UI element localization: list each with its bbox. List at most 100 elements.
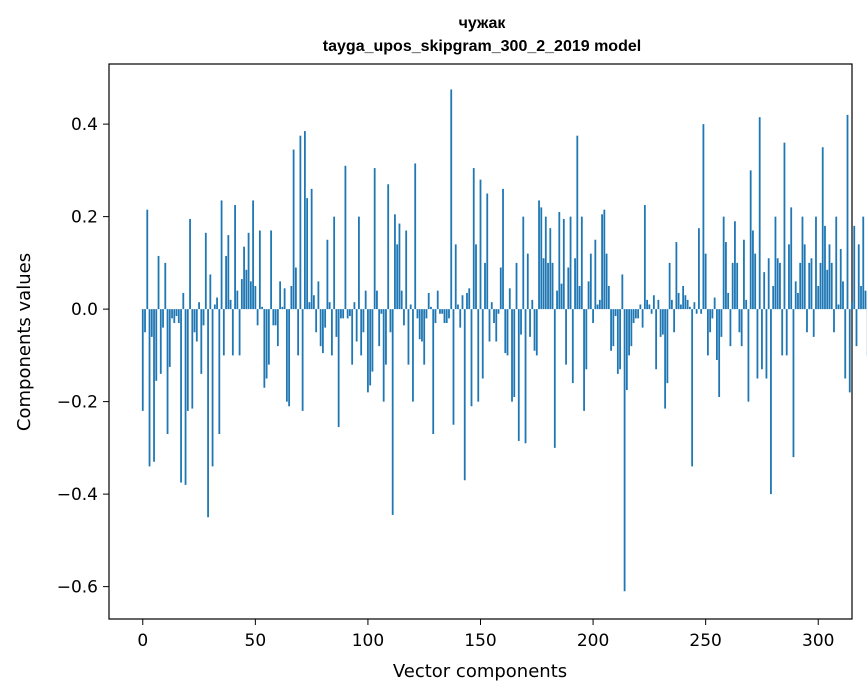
bar (499, 267, 502, 310)
bar (434, 309, 437, 324)
bar (625, 309, 628, 391)
bar (684, 295, 687, 310)
bar (279, 281, 282, 310)
bar (189, 218, 191, 310)
bar (173, 309, 176, 324)
y-tick-label: −0.4 (57, 485, 98, 505)
bar (150, 309, 153, 337)
bar (472, 168, 475, 310)
bar (229, 299, 232, 310)
bar (168, 309, 171, 367)
bar (333, 216, 336, 310)
bar (306, 198, 309, 310)
bar (355, 309, 358, 342)
bar (342, 309, 345, 319)
bar (589, 253, 592, 310)
bar (358, 216, 360, 310)
bar (394, 214, 396, 310)
bar (731, 262, 734, 310)
bar (848, 309, 851, 393)
bar (686, 299, 689, 310)
y-tick-label: −0.6 (57, 578, 98, 598)
bar (526, 253, 529, 310)
bar (225, 255, 227, 310)
bar (281, 306, 284, 310)
bar (779, 262, 781, 310)
bar (335, 309, 338, 337)
chart-title: чужак (459, 15, 507, 32)
bar (193, 309, 196, 333)
bar (607, 286, 610, 310)
bar (587, 281, 590, 310)
bar (524, 309, 527, 444)
bar (855, 309, 858, 347)
bar (695, 309, 698, 314)
bar (238, 309, 241, 356)
bar (459, 309, 462, 328)
bar (261, 306, 263, 310)
bar (616, 309, 619, 374)
bar (364, 290, 367, 310)
bar (808, 262, 811, 310)
bar (758, 117, 761, 310)
bar (819, 262, 822, 310)
bar (747, 309, 750, 402)
bar (801, 216, 804, 310)
bar (745, 299, 748, 310)
bar (740, 309, 743, 347)
bar (652, 295, 655, 310)
bar (191, 309, 194, 409)
bar (655, 309, 658, 370)
y-tick-label: 0.4 (71, 115, 98, 135)
bar (283, 288, 286, 310)
bar (828, 244, 831, 310)
x-tick-label: 150 (464, 631, 496, 651)
y-tick-label: −0.2 (57, 393, 98, 413)
bar (436, 290, 439, 310)
bar (756, 309, 759, 379)
bar (308, 302, 311, 310)
bar (716, 309, 718, 360)
bar (639, 304, 642, 310)
bar (256, 309, 259, 326)
bar (542, 258, 545, 310)
bar (466, 292, 468, 310)
bar (603, 209, 606, 310)
bar (612, 309, 615, 347)
bar (274, 309, 277, 326)
x-tick-label: 300 (802, 631, 834, 651)
bar (207, 309, 209, 518)
bar (362, 309, 365, 333)
bar (245, 269, 248, 310)
bar (276, 309, 279, 347)
bar (337, 309, 340, 428)
bar (585, 309, 588, 370)
bar (450, 89, 453, 310)
bar (553, 309, 556, 448)
bar (445, 309, 448, 324)
bar (551, 262, 554, 310)
bar (180, 309, 182, 483)
bar (821, 147, 824, 310)
bar (711, 309, 714, 319)
bar (504, 309, 507, 354)
bar (835, 216, 838, 310)
bar (443, 309, 446, 324)
bar (772, 286, 775, 310)
bar (601, 214, 603, 310)
bar (346, 309, 349, 319)
bar (754, 253, 757, 310)
bar (815, 216, 817, 310)
bar (486, 193, 489, 310)
bar (391, 309, 394, 515)
bar (299, 135, 302, 310)
bar (382, 309, 385, 402)
bar (826, 269, 829, 310)
bar (704, 253, 707, 310)
bar (468, 288, 471, 310)
bar (247, 232, 250, 310)
bar (502, 188, 504, 310)
bar (675, 242, 678, 310)
bar (234, 205, 236, 310)
bar (290, 286, 293, 310)
